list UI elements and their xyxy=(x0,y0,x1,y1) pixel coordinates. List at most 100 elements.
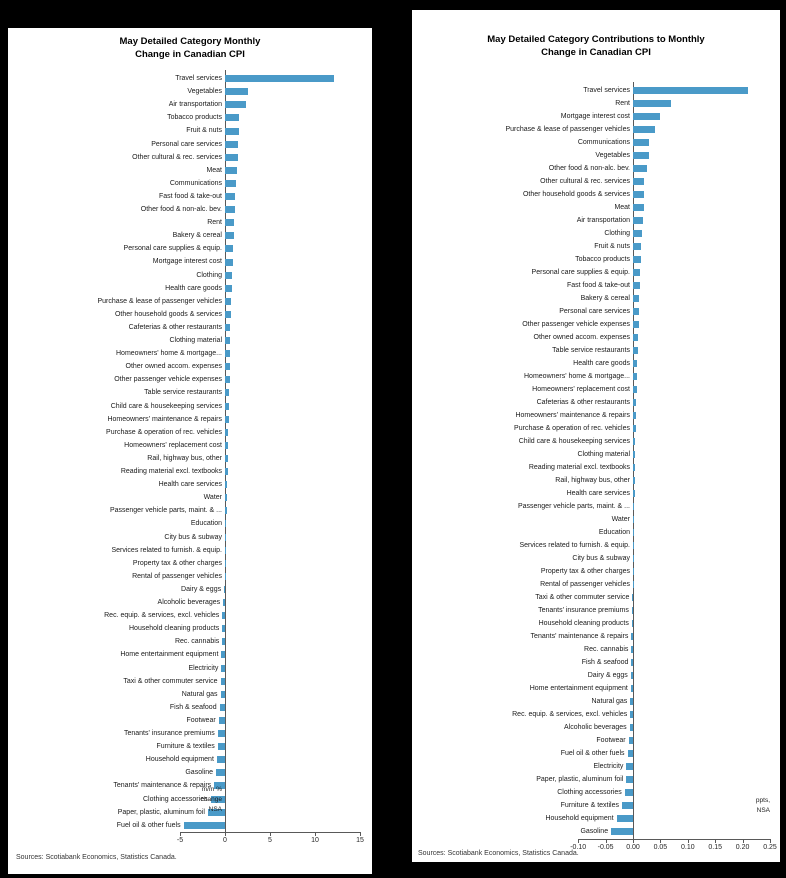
category-label: Bakery & cereal xyxy=(172,232,222,240)
value-bar xyxy=(633,191,644,198)
category-label: Taxi & other commuter service xyxy=(123,677,218,685)
category-label: Property tax & other charges xyxy=(132,559,222,567)
value-bar xyxy=(221,651,225,659)
value-bar xyxy=(220,677,225,685)
value-bar xyxy=(633,243,642,250)
value-bar xyxy=(222,612,225,620)
category-label: Personal care supplies & equip. xyxy=(531,269,630,276)
category-label: Fruit & nuts xyxy=(186,127,222,135)
value-bar xyxy=(225,166,237,174)
value-bar xyxy=(225,297,232,305)
value-bar xyxy=(630,698,633,705)
category-label: Tenants' maintenance & repairs xyxy=(113,782,212,790)
category-label: Tenants' insurance premiums xyxy=(538,607,629,614)
category-label: Health care goods xyxy=(165,284,222,292)
value-bar xyxy=(225,153,238,161)
axis-tick-mark xyxy=(770,839,771,843)
value-bar xyxy=(633,438,636,445)
category-label: Furniture & textiles xyxy=(560,802,619,809)
category-label: Homeowners' maintenance & repairs xyxy=(515,412,630,419)
category-label: Rental of passenger vehicles xyxy=(540,581,630,588)
category-label: Health care goods xyxy=(573,360,630,367)
axis-tick-mark xyxy=(633,839,634,843)
category-label: Rail, highway bus, other xyxy=(555,477,630,484)
axis-tick-label: -0.10 xyxy=(570,844,587,851)
axis-tick-label: 0.20 xyxy=(735,844,750,851)
category-label: Personal care supplies & equip. xyxy=(123,245,222,253)
axis-tick-mark xyxy=(715,839,717,843)
value-bar xyxy=(630,685,633,692)
value-bar xyxy=(630,711,633,718)
cpi-contributions-chart-panel: May Detailed Category Contributions to M… xyxy=(412,10,780,862)
category-label: Clothing material xyxy=(169,337,222,344)
category-label: Other passenger vehicle expenses xyxy=(114,376,222,384)
category-label: Fuel oil & other fuels xyxy=(560,750,625,757)
category-label: Vegetables xyxy=(595,152,630,159)
axis-tick-label: -5 xyxy=(176,837,184,844)
category-label: Clothing accessories xyxy=(143,795,208,803)
value-bar xyxy=(633,490,635,497)
value-bar xyxy=(225,75,334,82)
category-label: Clothing xyxy=(604,230,630,237)
value-bar xyxy=(631,620,633,627)
value-bar xyxy=(631,659,633,666)
value-bar xyxy=(225,572,226,580)
value-bar xyxy=(225,481,227,489)
category-label: Dairy & eggs xyxy=(587,672,628,679)
value-bar xyxy=(225,179,236,187)
category-label: Paper, plastic, aluminum foil xyxy=(536,776,624,783)
category-label: Homeowners' replacement cost xyxy=(532,386,630,393)
value-bar xyxy=(225,245,234,253)
chart-title: May Detailed Category Contributions to M… xyxy=(487,34,705,58)
value-bar xyxy=(616,815,633,822)
cpi-monthly-change-chart-panel: May Detailed Category Monthly Change in … xyxy=(8,28,372,874)
category-label: Fast food & take-out xyxy=(158,192,222,200)
category-label: Fast food & take-out xyxy=(566,282,630,289)
category-label: Table service restaurants xyxy=(144,389,222,397)
value-bar xyxy=(222,625,225,633)
value-bar xyxy=(633,360,638,367)
value-bar xyxy=(633,425,636,432)
value-bar xyxy=(220,690,225,698)
value-bar xyxy=(633,451,636,458)
value-bar xyxy=(225,101,246,109)
value-bar xyxy=(217,730,225,737)
value-bar xyxy=(224,585,225,593)
value-bar xyxy=(216,769,225,777)
value-bar xyxy=(216,756,225,764)
axis-tick-mark xyxy=(742,839,744,843)
category-label: Rent xyxy=(207,219,222,227)
value-bar xyxy=(633,308,639,315)
value-bar xyxy=(633,516,635,523)
category-label: Homeowners' home & mortgage... xyxy=(116,350,222,358)
value-bar xyxy=(633,204,644,211)
axis-tick-mark xyxy=(180,832,181,836)
category-label: Clothing xyxy=(196,271,222,279)
category-label: Gasoline xyxy=(185,769,213,777)
value-bar xyxy=(225,559,226,567)
category-label: Purchase & operation of rec. vehicles xyxy=(514,425,630,432)
value-bar xyxy=(633,373,638,380)
category-label: Child care & housekeeping services xyxy=(110,402,222,410)
value-bar xyxy=(633,529,635,536)
value-bar xyxy=(633,477,635,484)
axis-tick-label: 5 xyxy=(268,837,272,844)
axis-tick-mark xyxy=(360,832,361,836)
value-bar xyxy=(219,703,225,711)
value-bar xyxy=(633,100,672,107)
category-label: Rental of passenger vehicles xyxy=(132,572,222,580)
value-bar xyxy=(225,310,232,318)
value-bar xyxy=(217,743,225,751)
value-bar xyxy=(633,581,634,588)
value-bar xyxy=(225,140,238,148)
value-bar xyxy=(633,282,640,289)
category-label: Rec. equip. & services, excl. vehicles xyxy=(512,711,628,718)
value-bar xyxy=(633,152,650,159)
axis-tick-mark xyxy=(660,839,662,843)
value-bar xyxy=(225,520,226,528)
category-label: Alcoholic beverages xyxy=(564,724,627,731)
source-note: Sources: Scotiabank Economics, Statistic… xyxy=(418,850,579,857)
category-label: Property tax & other charges xyxy=(540,568,630,575)
axis-tick-mark xyxy=(270,832,271,836)
value-bar xyxy=(225,88,249,96)
